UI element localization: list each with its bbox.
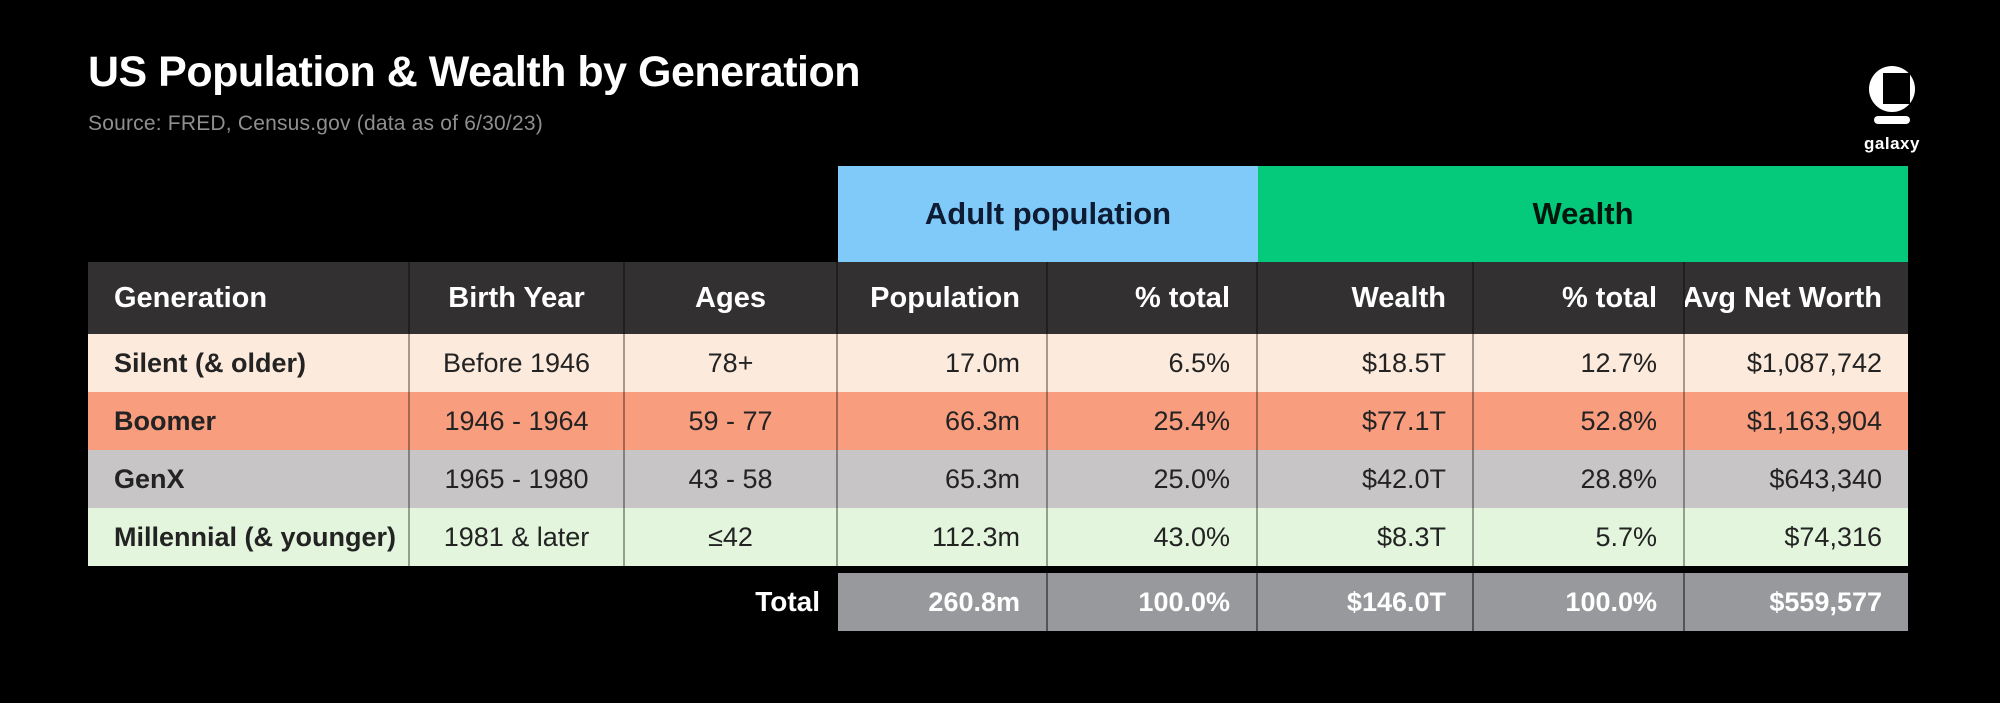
column-header-avg-net-worth: Avg Net Worth bbox=[1685, 262, 1908, 334]
cell-population-pct: 6.5% bbox=[1048, 334, 1258, 392]
cell-wealth: $77.1T bbox=[1258, 392, 1474, 450]
cell-avg-net-worth: $74,316 bbox=[1784, 521, 1882, 552]
cell-birth-year: Before 1946 bbox=[410, 334, 625, 392]
cell-avg-net-worth: $643,340 bbox=[1769, 463, 1882, 494]
total-population-pct: 100.0% bbox=[1048, 573, 1258, 631]
cell-wealth: $18.5T bbox=[1258, 334, 1474, 392]
group-header-spacer bbox=[88, 166, 838, 262]
cell-population-pct: 25.0% bbox=[1048, 450, 1258, 508]
cell-avg-net-worth: $1,163,904 bbox=[1746, 405, 1882, 436]
galaxy-logo: galaxy bbox=[1862, 66, 1922, 154]
helmet-icon bbox=[1869, 66, 1915, 124]
cell-generation: GenX bbox=[88, 450, 410, 508]
column-header-birth-year: Birth Year bbox=[410, 262, 625, 334]
cell-wealth-pct: 52.8% bbox=[1474, 392, 1685, 450]
total-avg-net-worth: $559,577 bbox=[1685, 573, 1908, 631]
table-row-genx: GenX 1965 - 1980 43 - 58 65.3m 25.0% $42… bbox=[88, 450, 1908, 508]
cell-wealth-pct: 12.7% bbox=[1474, 334, 1685, 392]
total-wealth: $146.0T bbox=[1258, 573, 1474, 631]
cell-ages: 78+ bbox=[625, 334, 838, 392]
cell-generation: Millennial (& younger) bbox=[88, 508, 410, 566]
source-caption: Source: FRED, Census.gov (data as of 6/3… bbox=[88, 112, 543, 135]
cell-generation: Boomer bbox=[88, 392, 410, 450]
group-header-adult-population: Adult population bbox=[838, 166, 1258, 262]
cell-population: 66.3m bbox=[838, 392, 1048, 450]
total-population: 260.8m bbox=[838, 573, 1048, 631]
page-title: US Population & Wealth by Generation bbox=[88, 48, 861, 96]
cell-avg-net-worth: $1,087,742 bbox=[1746, 347, 1882, 378]
cell-wealth-pct: 28.8% bbox=[1474, 450, 1685, 508]
cell-birth-year: 1981 & later bbox=[410, 508, 625, 566]
cell-ages: 43 - 58 bbox=[625, 450, 838, 508]
cell-population-pct: 43.0% bbox=[1048, 508, 1258, 566]
cell-wealth: $42.0T bbox=[1258, 450, 1474, 508]
column-header-population-pct: % total bbox=[1048, 262, 1258, 334]
column-header-wealth-pct: % total bbox=[1474, 262, 1685, 334]
table-row-boomer: Boomer 1946 - 1964 59 - 77 66.3m 25.4% $… bbox=[88, 392, 1908, 450]
cell-population: 65.3m bbox=[838, 450, 1048, 508]
cell-generation: Silent (& older) bbox=[88, 334, 410, 392]
column-header-ages: Ages bbox=[625, 262, 838, 334]
group-header-row: Adult population Wealth bbox=[88, 166, 1908, 262]
total-label: Total bbox=[755, 586, 820, 617]
cell-birth-year: 1965 - 1980 bbox=[410, 450, 625, 508]
data-table: Adult population Wealth Generation Birth… bbox=[88, 166, 1908, 631]
cell-population: 112.3m bbox=[838, 508, 1048, 566]
cell-ages: 59 - 77 bbox=[625, 392, 838, 450]
cell-wealth-pct: 5.7% bbox=[1474, 508, 1685, 566]
cell-population: 17.0m bbox=[838, 334, 1048, 392]
cell-population-pct: 25.4% bbox=[1048, 392, 1258, 450]
column-header-population: Population bbox=[838, 262, 1048, 334]
column-header-row: Generation Birth Year Ages Population % … bbox=[88, 262, 1908, 334]
column-header-generation: Generation bbox=[88, 262, 410, 334]
total-wealth-pct: 100.0% bbox=[1474, 573, 1685, 631]
total-row: Total 260.8m 100.0% $146.0T 100.0% $559,… bbox=[88, 573, 1908, 631]
group-header-wealth: Wealth bbox=[1258, 166, 1908, 262]
table-row-millennial: Millennial (& younger) 1981 & later ≤42 … bbox=[88, 508, 1908, 566]
cell-wealth: $8.3T bbox=[1258, 508, 1474, 566]
logo-wordmark: galaxy bbox=[1864, 134, 1920, 153]
table-row-silent: Silent (& older) Before 1946 78+ 17.0m 6… bbox=[88, 334, 1908, 392]
column-header-wealth: Wealth bbox=[1258, 262, 1474, 334]
cell-birth-year: 1946 - 1964 bbox=[410, 392, 625, 450]
cell-ages: ≤42 bbox=[625, 508, 838, 566]
